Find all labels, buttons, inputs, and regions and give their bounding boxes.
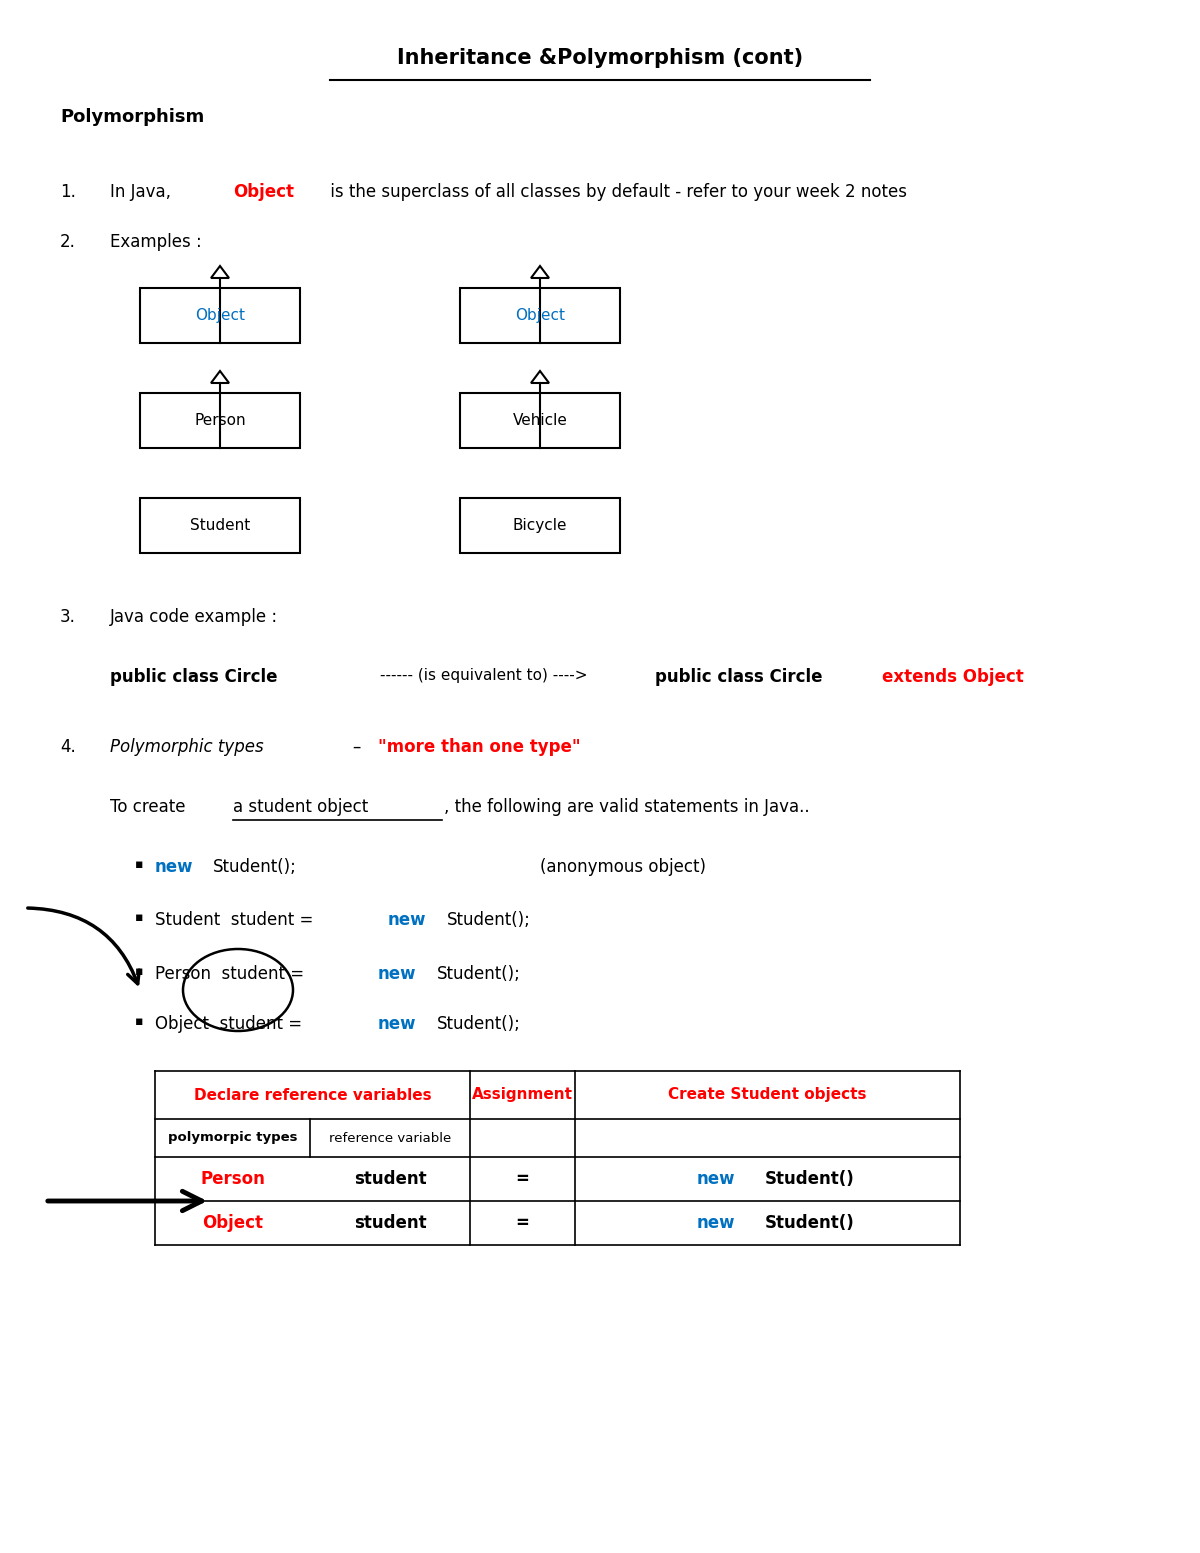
Text: extends Object: extends Object	[882, 668, 1024, 686]
Text: Examples :: Examples :	[110, 233, 202, 252]
Text: Person: Person	[200, 1169, 265, 1188]
FancyBboxPatch shape	[460, 499, 620, 553]
Text: Student  student =: Student student =	[155, 912, 319, 929]
Text: student: student	[354, 1169, 426, 1188]
Text: Student(): Student()	[764, 1169, 854, 1188]
Text: 4.: 4.	[60, 738, 76, 756]
FancyBboxPatch shape	[460, 287, 620, 343]
Text: Object: Object	[233, 183, 294, 200]
Text: In Java,: In Java,	[110, 183, 176, 200]
Text: Assignment: Assignment	[472, 1087, 574, 1103]
Text: =: =	[516, 1214, 529, 1232]
Text: ▪: ▪	[134, 912, 144, 924]
Text: reference variable: reference variable	[329, 1132, 451, 1145]
Text: "more than one type": "more than one type"	[378, 738, 581, 756]
Text: Student();: Student();	[446, 912, 530, 929]
Text: ▪: ▪	[134, 857, 144, 871]
Text: Object: Object	[202, 1214, 263, 1232]
Text: new: new	[155, 857, 193, 876]
Text: 1.: 1.	[60, 183, 76, 200]
Text: Person: Person	[194, 413, 246, 429]
Text: Object  student =: Object student =	[155, 1016, 307, 1033]
Text: Student();: Student();	[437, 964, 521, 983]
Text: Object: Object	[196, 307, 245, 323]
Text: is the superclass of all classes by default - refer to your week 2 notes: is the superclass of all classes by defa…	[325, 183, 907, 200]
Text: –: –	[352, 738, 360, 756]
Text: public class Circle: public class Circle	[110, 668, 277, 686]
Text: Declare reference variables: Declare reference variables	[193, 1087, 431, 1103]
Text: 3.: 3.	[60, 609, 76, 626]
Text: Polymorphism: Polymorphism	[60, 109, 204, 126]
Text: ▪: ▪	[134, 1016, 144, 1028]
Text: new: new	[378, 1016, 416, 1033]
Text: (anonymous object): (anonymous object)	[540, 857, 706, 876]
FancyBboxPatch shape	[140, 393, 300, 447]
Text: Inheritance &Polymorphism (cont): Inheritance &Polymorphism (cont)	[397, 48, 803, 68]
Text: ------ (is equivalent to) ---->: ------ (is equivalent to) ---->	[380, 668, 588, 683]
FancyBboxPatch shape	[460, 393, 620, 447]
Text: student: student	[354, 1214, 426, 1232]
Text: Person  student =: Person student =	[155, 964, 310, 983]
Text: ▪: ▪	[134, 964, 144, 978]
FancyBboxPatch shape	[140, 287, 300, 343]
Text: a student object: a student object	[233, 798, 368, 815]
Text: new: new	[388, 912, 426, 929]
Text: polymorpic types: polymorpic types	[168, 1132, 298, 1145]
Text: Vehicle: Vehicle	[512, 413, 568, 429]
Text: new: new	[378, 964, 416, 983]
Text: , the following are valid statements in Java..: , the following are valid statements in …	[444, 798, 810, 815]
Text: =: =	[516, 1169, 529, 1188]
Text: Object: Object	[515, 307, 565, 323]
Text: Create Student objects: Create Student objects	[668, 1087, 866, 1103]
Text: To create: To create	[110, 798, 191, 815]
Text: 2.: 2.	[60, 233, 76, 252]
Text: Java code example :: Java code example :	[110, 609, 278, 626]
FancyBboxPatch shape	[140, 499, 300, 553]
Text: Student();: Student();	[214, 857, 296, 876]
Text: Bicycle: Bicycle	[512, 519, 568, 533]
Text: public class Circle: public class Circle	[655, 668, 828, 686]
Text: new: new	[696, 1214, 734, 1232]
Text: Student: Student	[190, 519, 250, 533]
Text: Polymorphic types: Polymorphic types	[110, 738, 264, 756]
Text: new: new	[696, 1169, 734, 1188]
Text: Student(): Student()	[764, 1214, 854, 1232]
Text: Student();: Student();	[437, 1016, 521, 1033]
